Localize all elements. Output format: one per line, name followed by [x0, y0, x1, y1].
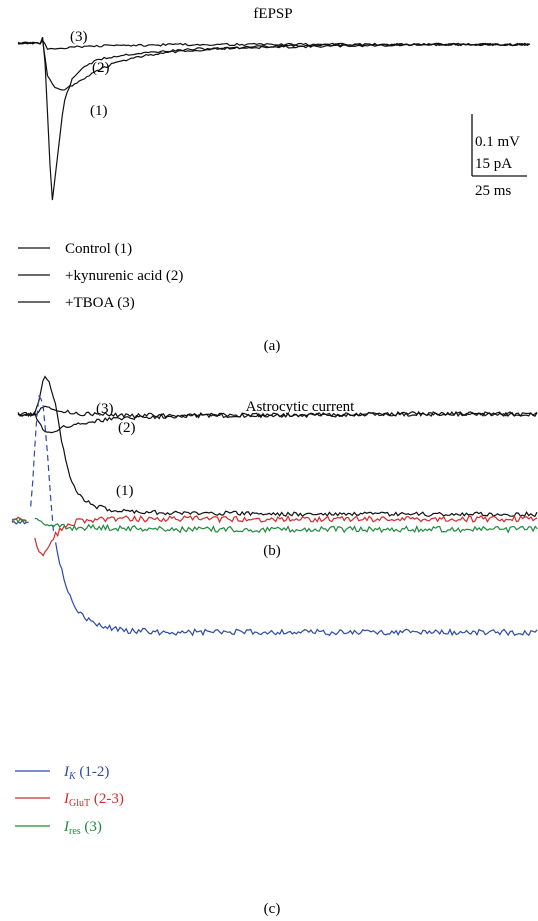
series-line-i-k-1-2--part-1	[30, 394, 55, 533]
panel-b-label-1: (1)	[116, 483, 134, 499]
legend-c-text-1: IK (1-2)	[63, 764, 109, 782]
series-line-trace-1	[17, 375, 538, 518]
panel-a-caption: (a)	[264, 338, 281, 354]
panel-a-label-1: (1)	[90, 103, 108, 119]
legend-c-text-3: Ires (3)	[63, 819, 102, 837]
panel-c-caption: (c)	[264, 901, 281, 917]
series-line-trace-3	[17, 405, 538, 419]
legend-c-text-2: IGluT (2-3)	[63, 791, 124, 809]
panel-a-traces	[17, 36, 530, 201]
legend-a-text-3: +TBOA (3)	[65, 295, 135, 311]
panel-c-traces	[11, 394, 538, 637]
panel-a: fEPSP (3) (2) (1) 0.1 mV 15 pA 25 ms Con…	[17, 6, 530, 354]
series-line-i-k-1-2--part-2	[55, 542, 538, 637]
panel-b: Astrocytic current (3) (2) (1) (b)	[17, 375, 538, 559]
series-line-trace-3	[17, 39, 530, 51]
panel-a-label-2: (2)	[92, 60, 110, 76]
panel-b-label-3: (3)	[96, 401, 114, 417]
series-line-i-glut-2-3--seg-1	[34, 514, 538, 557]
panel-c: IK (1-2) IGluT (2-3) Ires (3) (c)	[11, 394, 538, 917]
legend-a-text-2: +kynurenic acid (2)	[65, 268, 183, 284]
scale-bar-label-pa: 15 pA	[475, 156, 512, 172]
scale-bar-label-ms: 25 ms	[475, 183, 511, 199]
panel-b-traces	[17, 375, 538, 518]
legend-a-text-1: Control (1)	[65, 241, 132, 257]
panel-a-legend: Control (1) +kynurenic acid (2) +TBOA (3…	[18, 241, 183, 311]
series-line-i-res-3-	[11, 517, 27, 524]
panel-a-label-3: (3)	[70, 29, 88, 45]
series-line-i-res-3--seg-1	[34, 517, 538, 534]
panel-b-label-2: (2)	[118, 420, 136, 436]
panel-b-caption: (b)	[263, 543, 281, 559]
panel-c-legend: IK (1-2) IGluT (2-3) Ires (3)	[15, 764, 124, 837]
scale-bar-label-mv: 0.1 mV	[475, 134, 520, 150]
panel-b-title: Astrocytic current	[246, 399, 356, 415]
panel-a-title: fEPSP	[253, 6, 292, 22]
scale-bar: 0.1 mV 15 pA 25 ms	[471, 114, 527, 199]
